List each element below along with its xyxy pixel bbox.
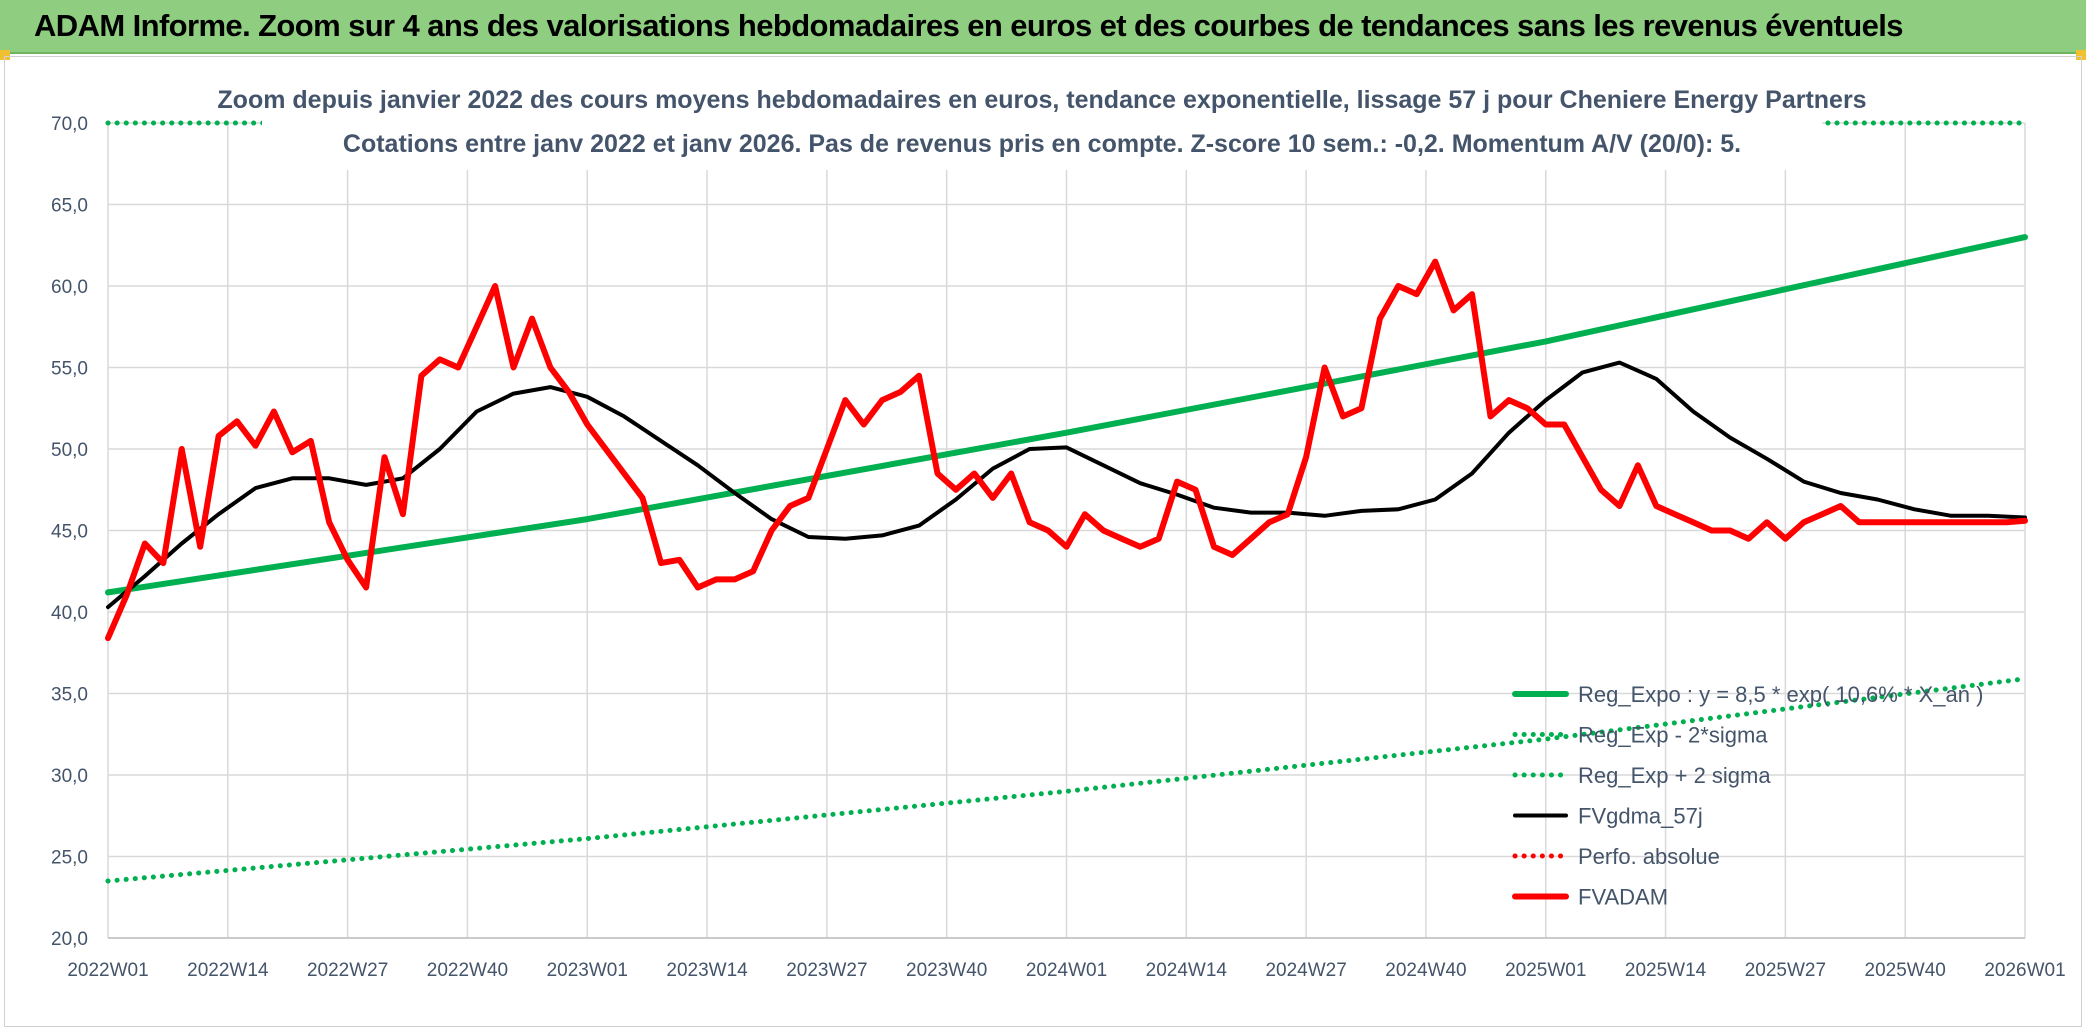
y-tick-label: 25,0 [51, 848, 88, 869]
chart-frame [4, 56, 2082, 1027]
x-tick-label: 2024W01 [1026, 960, 1107, 981]
series-line [106, 360, 2027, 610]
series-line [105, 234, 2028, 596]
grid-lines [107, 122, 2026, 939]
x-tick-label: 2023W40 [906, 960, 987, 981]
x-tick-label: 2025W40 [1865, 960, 1946, 981]
y-tick-label: 45,0 [51, 522, 88, 543]
x-tick-label: 2022W01 [67, 960, 148, 981]
report-title: ADAM Informe. Zoom sur 4 ans des valoris… [34, 8, 1904, 43]
series-line [105, 676, 2028, 884]
legend-label: Perfo. absolue [1578, 844, 1720, 869]
y-axis-ticks: 20,0 25,0 30,0 35,0 40,0 45,0 50,0 55,0 60,0 65,0… [51, 114, 88, 950]
x-tick-label: 2023W14 [666, 960, 748, 981]
y-tick-label: 40,0 [51, 603, 88, 624]
title-background [262, 78, 1822, 170]
series-line [105, 258, 2028, 642]
x-tick-label: 2023W27 [786, 960, 867, 981]
report-banner: ADAM Informe. Zoom sur 4 ans des valoris… [0, 0, 2086, 54]
x-tick-label: 2025W01 [1505, 960, 1586, 981]
legend-label: FVADAM [1578, 885, 1668, 910]
x-tick-label: 2026W01 [1984, 960, 2065, 981]
corner-marker-right [2076, 50, 2086, 60]
y-tick-label: 60,0 [51, 277, 88, 298]
x-tick-label: 2025W27 [1745, 960, 1826, 981]
x-tick-label: 2022W14 [187, 960, 269, 981]
x-tick-label: 2025W14 [1625, 960, 1707, 981]
legend-label: Reg_Expo : y = 8,5 * exp( 10,6% * X_an ) [1578, 682, 1983, 707]
y-tick-label: 55,0 [51, 359, 88, 380]
x-axis-ticks: 2022W01 2022W14 2022W27 2022W40 2023W01 2023W… [67, 960, 2065, 981]
legend-label: FVgdma_57j [1578, 804, 1703, 829]
chart-title: Zoom depuis janvier 2022 des cours moyen… [217, 86, 1866, 114]
chart-subtitle: Cotations entre janv 2022 et janv 2026. … [343, 130, 1741, 158]
x-tick-label: 2024W27 [1265, 960, 1346, 981]
corner-marker-left [0, 50, 10, 60]
legend-label: Reg_Exp + 2 sigma [1578, 763, 1771, 788]
legend-label: Reg_Exp - 2*sigma [1578, 723, 1768, 748]
y-tick-label: 20,0 [51, 929, 88, 950]
y-tick-label: 50,0 [51, 440, 88, 461]
y-tick-label: 30,0 [51, 766, 88, 787]
x-tick-label: 2022W40 [427, 960, 508, 981]
legend: Reg_Expo : y = 8,5 * exp( 10,6% * X_an )… [1512, 682, 1983, 910]
x-tick-label: 2024W14 [1146, 960, 1228, 981]
y-tick-label: 70,0 [51, 114, 88, 135]
x-tick-label: 2022W27 [307, 960, 388, 981]
y-tick-label: 65,0 [51, 196, 88, 217]
x-tick-label: 2024W40 [1385, 960, 1466, 981]
y-tick-label: 35,0 [51, 685, 88, 706]
x-tick-label: 2023W01 [547, 960, 628, 981]
